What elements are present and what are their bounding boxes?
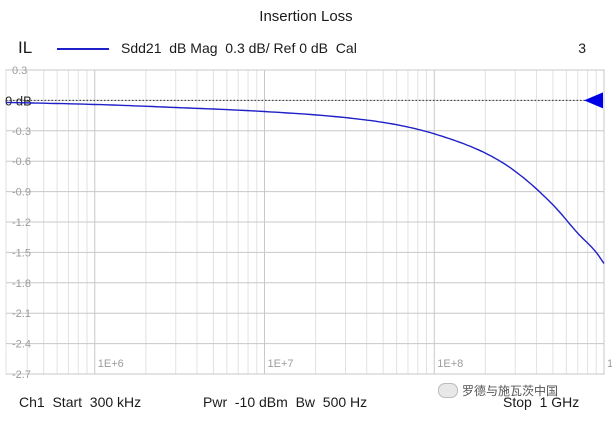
x-tick-label: 1E+7 — [268, 358, 294, 370]
plot-area: 0.3 -0.3 -0.6 -0.9 -1.2 -1.5 -1.8 -2.1 -2.4 -2.7 1… — [5, 66, 612, 381]
reference-marker-icon — [584, 92, 603, 109]
reference-level-label: 0 dB — [5, 93, 32, 108]
watermark-text: 罗德与施瓦茨中国 — [462, 384, 559, 398]
x-tick-label: 1E+9 — [607, 358, 612, 370]
y-tick-label: 0.3 — [12, 66, 27, 77]
legend: IL Sdd21 dB Mag 0.3 dB/ Ref 0 dB Cal 3 — [0, 38, 612, 60]
y-tick-label: -0.9 — [12, 187, 31, 199]
footer-power: Pwr -10 dBm Bw 500 Hz — [203, 394, 368, 410]
legend-trace-info: Sdd21 dB Mag 0.3 dB/ Ref 0 dB Cal — [121, 40, 357, 56]
chart-title: Insertion Loss — [259, 8, 353, 25]
y-tick-label: -2.7 — [12, 369, 31, 381]
y-tick-label: -2.4 — [12, 339, 31, 351]
legend-trace-number: 3 — [578, 40, 586, 56]
trace-line-sdd21 — [5, 101, 605, 264]
footer-stop: Stop 1 GHz — [503, 394, 580, 410]
y-tick-label: -0.3 — [12, 126, 31, 138]
y-tick-label: -1.8 — [12, 278, 31, 290]
footer-start: Ch1 Start 300 kHz — [19, 394, 142, 410]
legend-line-swatch — [57, 48, 109, 50]
y-tick-label: -1.2 — [12, 217, 31, 229]
x-tick-label: 1E+6 — [98, 358, 124, 370]
y-tick-label: -1.5 — [12, 247, 31, 259]
wechat-icon — [438, 383, 458, 398]
y-tick-label: -2.1 — [12, 308, 31, 320]
trace-tag: IL — [18, 38, 33, 57]
y-tick-label: -0.6 — [12, 156, 31, 168]
x-tick-label: 1E+8 — [437, 358, 463, 370]
watermark: 罗德与施瓦茨中国 — [438, 382, 558, 399]
